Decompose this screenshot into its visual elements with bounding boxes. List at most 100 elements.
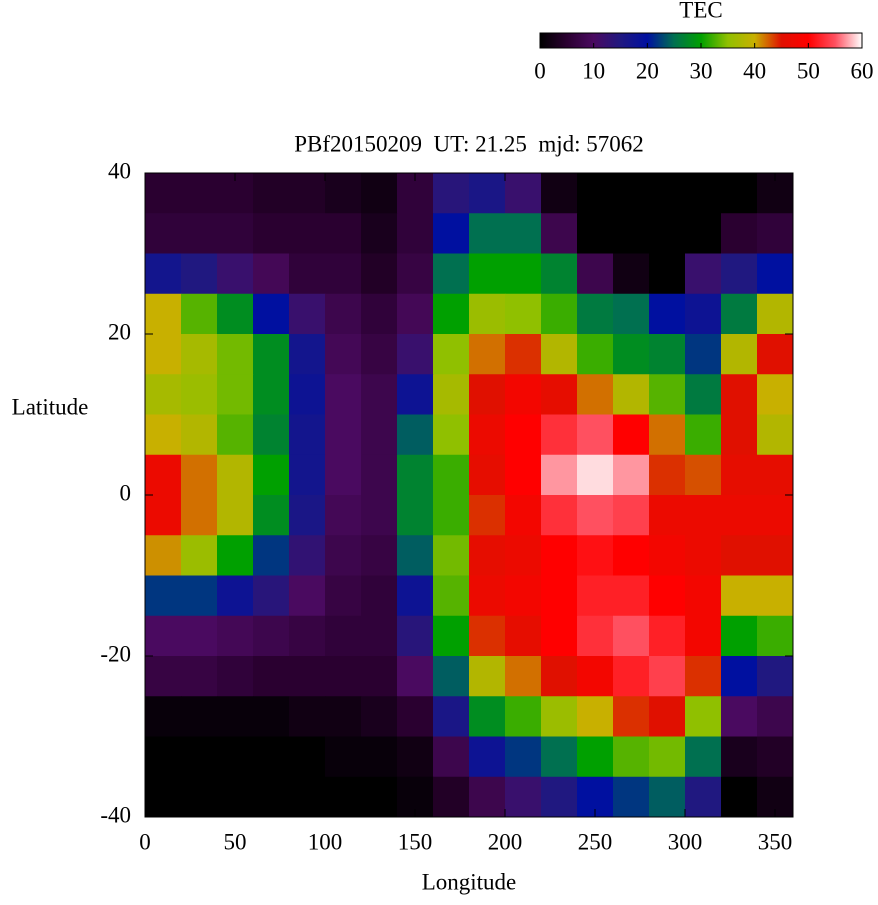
heatmap-cell — [577, 495, 614, 536]
heatmap-cell — [613, 495, 650, 536]
heatmap-cell — [433, 253, 470, 295]
heatmap-cell — [397, 253, 434, 295]
heatmap-cell — [361, 374, 398, 415]
colorbar-label: TEC — [679, 0, 722, 22]
heatmap-cell — [289, 575, 326, 617]
heatmap-cell — [541, 334, 578, 375]
x-tick-label: 150 — [398, 829, 433, 854]
heatmap-cell — [289, 776, 326, 818]
heatmap-cell — [181, 213, 218, 254]
heatmap-cell — [217, 414, 254, 456]
heatmap-cell — [505, 293, 542, 335]
heatmap-cell — [649, 374, 686, 415]
heatmap-cell — [505, 253, 542, 295]
heatmap-cell — [325, 414, 362, 456]
chart-title: PBf20150209 UT: 21.25 mjd: 57062 — [294, 131, 644, 156]
heatmap-cell — [649, 454, 686, 496]
heatmap-cell — [397, 414, 434, 456]
heatmap-cell — [361, 213, 398, 254]
heatmap-cell — [181, 656, 218, 697]
heatmap-cell — [541, 535, 578, 576]
heatmap-cell — [361, 535, 398, 576]
colorbar-tick-label: 0 — [534, 58, 546, 83]
colorbar-tick-label: 10 — [582, 58, 605, 83]
heatmap-cell — [469, 414, 506, 456]
heatmap-cell — [433, 414, 470, 456]
heatmap-cell — [721, 454, 758, 496]
heatmap-cell — [361, 334, 398, 375]
heatmap-cell — [253, 253, 290, 295]
heatmap-cell — [181, 736, 218, 778]
heatmap-cell — [217, 495, 254, 536]
heatmap-cell — [757, 293, 794, 335]
x-tick-label: 100 — [308, 829, 343, 854]
heatmap-cell — [577, 253, 614, 295]
heatmap-cell — [289, 535, 326, 576]
heatmap-cell — [145, 615, 182, 657]
heatmap-cell — [253, 374, 290, 415]
colorbar-tick-label: 50 — [797, 58, 820, 83]
heatmap-cell — [505, 213, 542, 254]
heatmap-cell — [469, 495, 506, 536]
heatmap-cell — [217, 334, 254, 375]
heatmap-cell — [577, 293, 614, 335]
heatmap-cell — [757, 656, 794, 697]
heatmap-cell — [721, 414, 758, 456]
heatmap-cell — [181, 495, 218, 536]
heatmap-cell — [253, 495, 290, 536]
heatmap-cell — [433, 535, 470, 576]
heatmap-cell — [181, 575, 218, 617]
heatmap-cell — [721, 656, 758, 697]
heatmap-cell — [145, 776, 182, 818]
heatmap-cell — [469, 293, 506, 335]
heatmap-cell — [325, 615, 362, 657]
heatmap-cell — [289, 454, 326, 496]
heatmap-cell — [433, 575, 470, 617]
heatmap-cell — [613, 454, 650, 496]
heatmap-cell — [361, 736, 398, 778]
x-tick-label: 250 — [578, 829, 613, 854]
heatmap-cell — [397, 334, 434, 375]
heatmap-cell — [145, 454, 182, 496]
heatmap-cell — [469, 656, 506, 697]
heatmap-cell — [217, 535, 254, 576]
heatmap-cell — [541, 253, 578, 295]
heatmap-cell — [721, 696, 758, 737]
heatmap-cell — [577, 615, 614, 657]
heatmap-cell — [217, 213, 254, 254]
heatmap-cell — [577, 696, 614, 737]
heatmap-cell — [541, 495, 578, 536]
heatmap-cell — [685, 696, 722, 737]
heatmap-cell — [361, 253, 398, 295]
heatmap-cell — [145, 414, 182, 456]
heatmap-cell — [613, 173, 650, 214]
heatmap-cell — [721, 776, 758, 818]
heatmap-cell — [361, 656, 398, 697]
heatmap-cell — [613, 656, 650, 697]
heatmap-cell — [181, 173, 218, 214]
heatmap-cell — [325, 374, 362, 415]
heatmap-cell — [505, 414, 542, 456]
x-axis-label: Longitude — [422, 869, 517, 894]
heatmap-cell — [577, 213, 614, 254]
heatmap-cell — [433, 615, 470, 657]
heatmap-cell — [649, 535, 686, 576]
heatmap-cell — [649, 575, 686, 617]
y-axis-label: Latitude — [12, 394, 89, 419]
heatmap-cell — [145, 213, 182, 254]
heatmap-cell — [181, 334, 218, 375]
heatmap-cell — [433, 776, 470, 818]
heatmap-cell — [253, 736, 290, 778]
heatmap-cell — [685, 253, 722, 295]
heatmap-cell — [649, 656, 686, 697]
heatmap-cell — [685, 374, 722, 415]
heatmap-cell — [217, 615, 254, 657]
heatmap-cell — [361, 293, 398, 335]
heatmap-cell — [325, 575, 362, 617]
heatmap-cell — [397, 736, 434, 778]
heatmap-cell — [145, 253, 182, 295]
heatmap-cell — [649, 293, 686, 335]
heatmap-cell — [685, 454, 722, 496]
heatmap-cell — [289, 615, 326, 657]
heatmap-cell — [577, 575, 614, 617]
